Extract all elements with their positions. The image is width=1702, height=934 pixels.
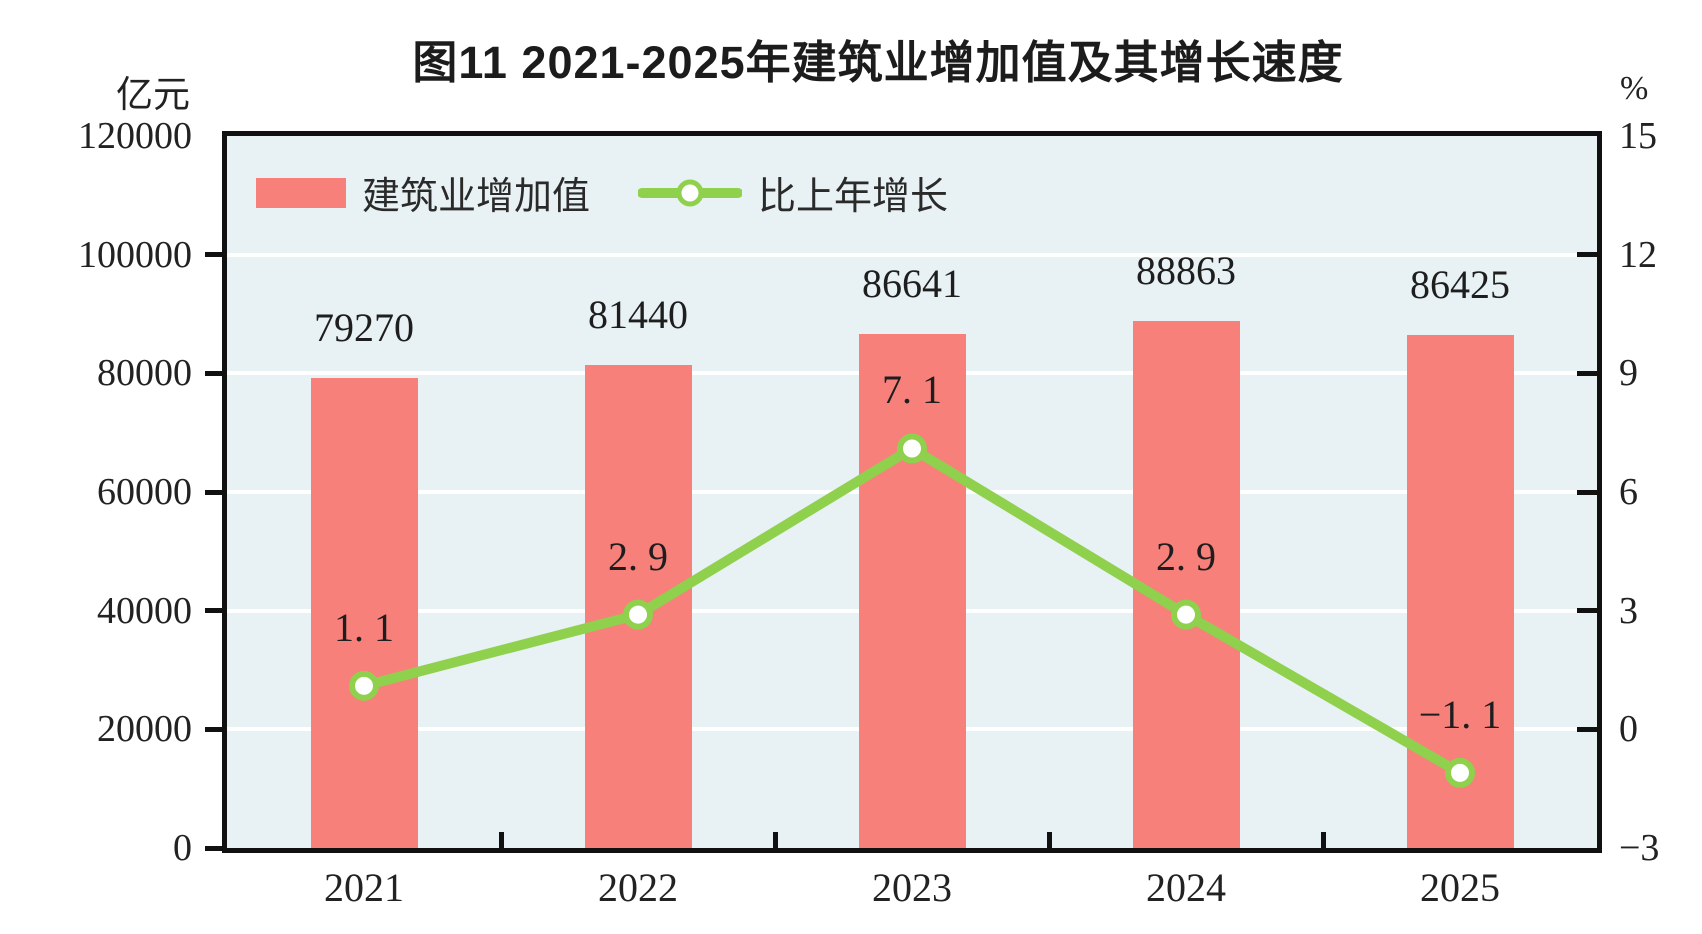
grid-line bbox=[227, 252, 1597, 257]
left-axis-tick-label: 100000 bbox=[78, 233, 192, 276]
legend: 建筑业增加值 比上年增长 bbox=[256, 165, 948, 220]
x-axis-boundary-tick bbox=[1046, 832, 1052, 848]
x-axis-label-2021: 2021 bbox=[324, 865, 404, 910]
right-axis-tick bbox=[1577, 370, 1597, 376]
bar-value-label: 86425 bbox=[1410, 262, 1510, 308]
right-axis-tick-label: 9 bbox=[1619, 352, 1638, 395]
right-axis-tick-label: −3 bbox=[1619, 827, 1660, 869]
bar-2024 bbox=[1132, 320, 1240, 848]
bar-2021 bbox=[310, 377, 418, 848]
right-axis-tick bbox=[1577, 489, 1597, 495]
legend-line-series-label: 比上年增长 bbox=[758, 176, 949, 218]
left-axis-tick bbox=[205, 489, 227, 495]
bar-value-label: 81440 bbox=[588, 291, 688, 337]
x-axis-label-2023: 2023 bbox=[872, 865, 952, 910]
left-axis-tick bbox=[205, 608, 227, 614]
left-axis-tick-label: 60000 bbox=[97, 471, 192, 513]
line-point-marker-2023 bbox=[897, 433, 927, 464]
right-axis-tick bbox=[1577, 726, 1597, 732]
left-axis-tick-label: 0 bbox=[173, 827, 192, 869]
right-axis-tick-label: 12 bbox=[1619, 233, 1657, 276]
left-axis-unit-label: 亿元 bbox=[116, 75, 190, 116]
bar-value-label: 79270 bbox=[314, 304, 414, 350]
right-axis-tick-label: 6 bbox=[1619, 471, 1638, 513]
line-data-label: 7. 1 bbox=[882, 367, 942, 413]
x-axis-boundary-tick bbox=[1320, 832, 1326, 848]
left-axis-tick bbox=[205, 726, 227, 732]
legend-line-swatch-icon bbox=[638, 179, 743, 206]
right-axis-tick bbox=[1577, 608, 1597, 614]
right-axis-tick bbox=[1577, 252, 1597, 258]
line-point-marker-2022 bbox=[623, 599, 653, 630]
left-axis-tick bbox=[205, 252, 227, 258]
bar-value-label: 86641 bbox=[862, 260, 962, 306]
line-data-label: 1. 1 bbox=[334, 604, 394, 650]
line-data-label: −1. 1 bbox=[1418, 691, 1502, 737]
right-axis-tick-label: 0 bbox=[1619, 708, 1638, 751]
right-axis-tick-label: 3 bbox=[1619, 589, 1638, 632]
left-axis-tick-label: 120000 bbox=[78, 115, 192, 157]
x-axis-boundary-tick bbox=[498, 832, 504, 848]
x-axis-label-2025: 2025 bbox=[1420, 865, 1500, 910]
right-axis-unit-label: % bbox=[1620, 70, 1649, 107]
x-axis-boundary-tick bbox=[772, 832, 778, 848]
line-point-marker-2025 bbox=[1445, 757, 1475, 788]
left-axis-tick bbox=[205, 370, 227, 376]
bar-value-label: 88863 bbox=[1136, 247, 1236, 293]
right-axis-tick-label: 15 bbox=[1619, 115, 1657, 157]
bar-2023 bbox=[858, 333, 966, 848]
growth-line-path bbox=[359, 443, 1465, 778]
left-axis-tick-label: 80000 bbox=[97, 352, 192, 395]
legend-bar-series-label: 建筑业增加值 bbox=[362, 176, 591, 218]
left-axis-tick bbox=[205, 845, 227, 851]
left-axis-tick-label: 20000 bbox=[97, 708, 192, 751]
chart-title: 图11 2021-2025年建筑业增加值及其增长速度 bbox=[412, 37, 1344, 88]
line-point-marker-2024 bbox=[1171, 599, 1201, 630]
line-data-label: 2. 9 bbox=[608, 533, 668, 579]
line-data-label: 2. 9 bbox=[1156, 533, 1216, 579]
line-point-marker-2021 bbox=[349, 670, 379, 701]
x-axis-label-2024: 2024 bbox=[1146, 865, 1226, 910]
legend-bar-swatch-icon bbox=[256, 177, 346, 208]
growth-line-series bbox=[349, 433, 1475, 788]
x-axis-label-2022: 2022 bbox=[598, 865, 678, 910]
left-axis-tick-label: 40000 bbox=[97, 589, 192, 632]
